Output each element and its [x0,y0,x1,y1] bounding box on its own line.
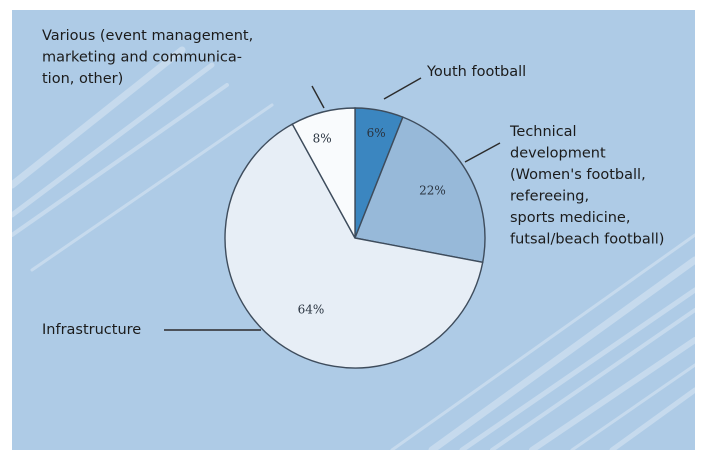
category-label-infrastructure: Infrastructure [42,322,141,338]
bg-stripe [428,256,695,450]
category-label-youth-football: Youth football [426,64,526,80]
chart-frame: 6% 22% 64% 8% Youth football Technical develo… [12,10,695,450]
category-label-technical: Technical development (Women's football, re… [509,124,664,248]
category-label-various-event-management: Various (event management, marketing and … [42,28,253,87]
bg-stripe [529,337,695,450]
pie-slice-infrastructure [224,123,484,369]
bg-stripe [459,287,695,450]
leader-line-technical [464,142,501,163]
bg-stripe [609,387,695,450]
leader-line-various-event-management [311,85,325,109]
bg-stripe [30,103,274,272]
percent-labels: 6% 22% 64% 8% [298,126,446,317]
bg-stripe [12,46,186,189]
background-stripes [12,46,695,450]
percent-label-infrastructure: 64% [298,303,325,317]
pie-wedges [224,107,486,369]
pie-chart: 6% 22% 64% 8% Youth football Technical develo… [12,28,695,450]
pie-slice-various-event-management [291,107,356,239]
leader-line-youth-football [383,77,422,100]
bg-stripe [490,308,695,450]
bg-stripe [390,233,695,450]
percent-label-technical: 22% [419,184,446,198]
bg-stripe [570,363,695,450]
percent-label-youth-football: 6% [367,126,386,140]
bg-stripe [12,83,229,237]
leader-lines [164,77,501,331]
category-labels: Youth football Technical development (Women… [42,28,664,338]
percent-label-various-event-management: 8% [313,131,332,145]
pie-slice-technical [354,116,486,264]
bg-stripe [12,62,215,218]
